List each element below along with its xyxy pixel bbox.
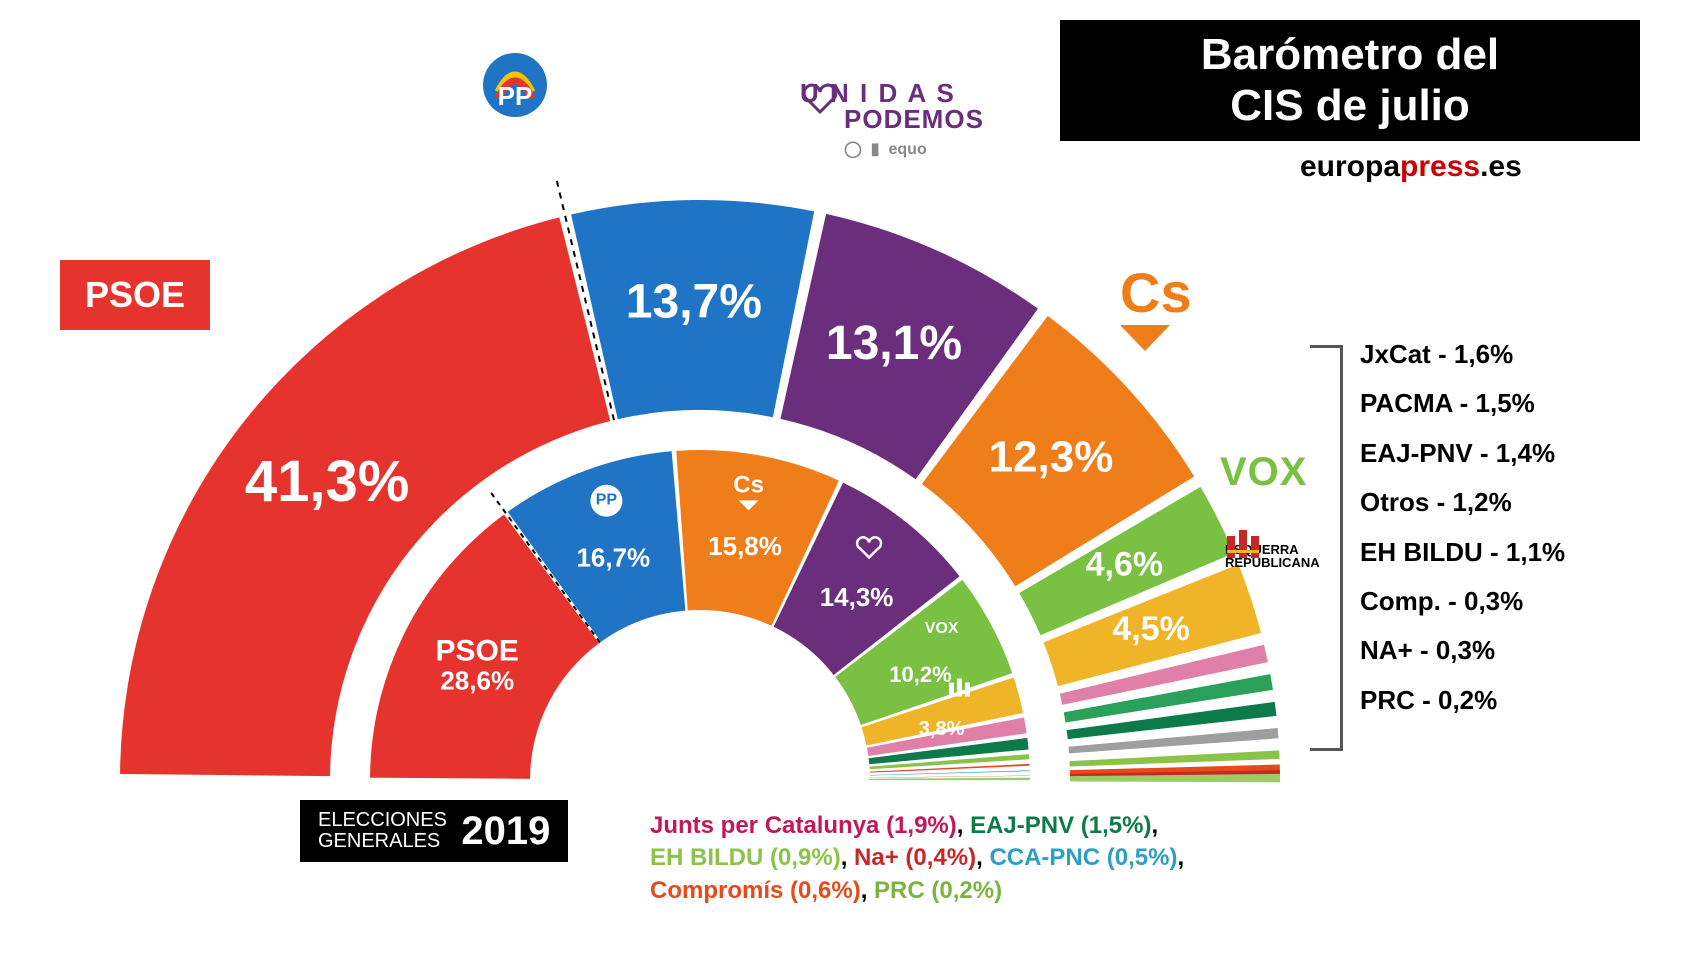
svg-text:PP: PP: [596, 492, 618, 509]
footer-line2: GENERALES: [318, 831, 447, 852]
svg-text:PP: PP: [498, 81, 533, 111]
side-list-item: Otros - 1,2%: [1360, 478, 1565, 527]
side-list-item: Comp. - 0,3%: [1360, 577, 1565, 626]
footer-list-part: PRC (0,2%): [874, 877, 1002, 904]
pct-PSOE: 41,3%: [245, 449, 409, 514]
side-list-item: JxCat - 1,6%: [1360, 330, 1565, 379]
inner-pct-UP: 14,3%: [820, 582, 894, 612]
pct-Cs: 12,3%: [989, 433, 1114, 482]
footer-list-part: ,: [976, 844, 989, 871]
side-list-item: EH BILDU - 1,1%: [1360, 528, 1565, 577]
segment-PRC: [870, 778, 1030, 780]
side-list-item: NA+ - 0,3%: [1360, 626, 1565, 675]
footer-list: Junts per Catalunya (1,9%), EAJ-PNV (1,5…: [650, 810, 1184, 907]
side-list-item: PRC - 0,2%: [1360, 676, 1565, 725]
footer-list-part: ,: [1151, 812, 1158, 839]
infographic-stage: { "title": {"line1":"Barómetro del","lin…: [0, 0, 1706, 960]
cs-logo: Cs: [1120, 260, 1192, 325]
side-list-item: EAJ-PNV - 1,4%: [1360, 429, 1565, 478]
inner-pct-VOX: 10,2%: [889, 662, 951, 687]
footer-list-part: ,: [861, 877, 874, 904]
inner-pct-ERC: 3,8%: [919, 718, 965, 740]
pct-VOX: 4,6%: [1086, 546, 1164, 584]
pct-ERC: 4,5%: [1112, 610, 1190, 648]
footer-list-part: ,: [841, 844, 854, 871]
segment-EH BILDU: [1070, 750, 1280, 766]
inner-pct-Cs: 15,8%: [708, 531, 782, 561]
footer-box: ELECCIONES GENERALES 2019: [300, 800, 568, 862]
footer-line1: ELECCIONES: [318, 810, 447, 831]
inner-pct-PSOE: 28,6%: [440, 665, 514, 695]
side-list: JxCat - 1,6%PACMA - 1,5%EAJ-PNV - 1,4%Ot…: [1360, 330, 1565, 725]
segment-Na+: [870, 776, 1030, 778]
footer-list-part: EAJ-PNV (1,5%): [970, 812, 1151, 839]
footer-list-part: Junts per Catalunya (1,9%): [650, 812, 957, 839]
side-list-item: PACMA - 1,5%: [1360, 379, 1565, 428]
footer-list-part: EH BILDU (0,9%): [650, 844, 841, 871]
footer-year: 2019: [461, 809, 550, 853]
inner-pct-PP: 16,7%: [576, 542, 650, 572]
side-bracket: [1310, 345, 1343, 751]
vox-logo: VOX: [1220, 450, 1307, 495]
footer-list-part: CCA-PNC (0,5%): [989, 844, 1177, 871]
footer-list-part: ,: [1177, 844, 1184, 871]
erc-logo: ESQUERRAREPUBLICANA: [1225, 530, 1320, 569]
unidas-podemos-logo: U N I D A S PODEMOS ◯ ▮ equo: [800, 80, 984, 158]
svg-text:VOX: VOX: [925, 620, 959, 637]
svg-text:Cs: Cs: [733, 471, 764, 498]
inner-name-PSOE: PSOE: [436, 634, 519, 667]
pct-PP: 13,7%: [626, 276, 762, 329]
pct-UP: 13,1%: [826, 317, 962, 370]
footer-list-part: Na+ (0,4%): [854, 844, 976, 871]
footer-list-part: Compromís (0,6%): [650, 877, 861, 904]
footer-list-part: ,: [957, 812, 970, 839]
